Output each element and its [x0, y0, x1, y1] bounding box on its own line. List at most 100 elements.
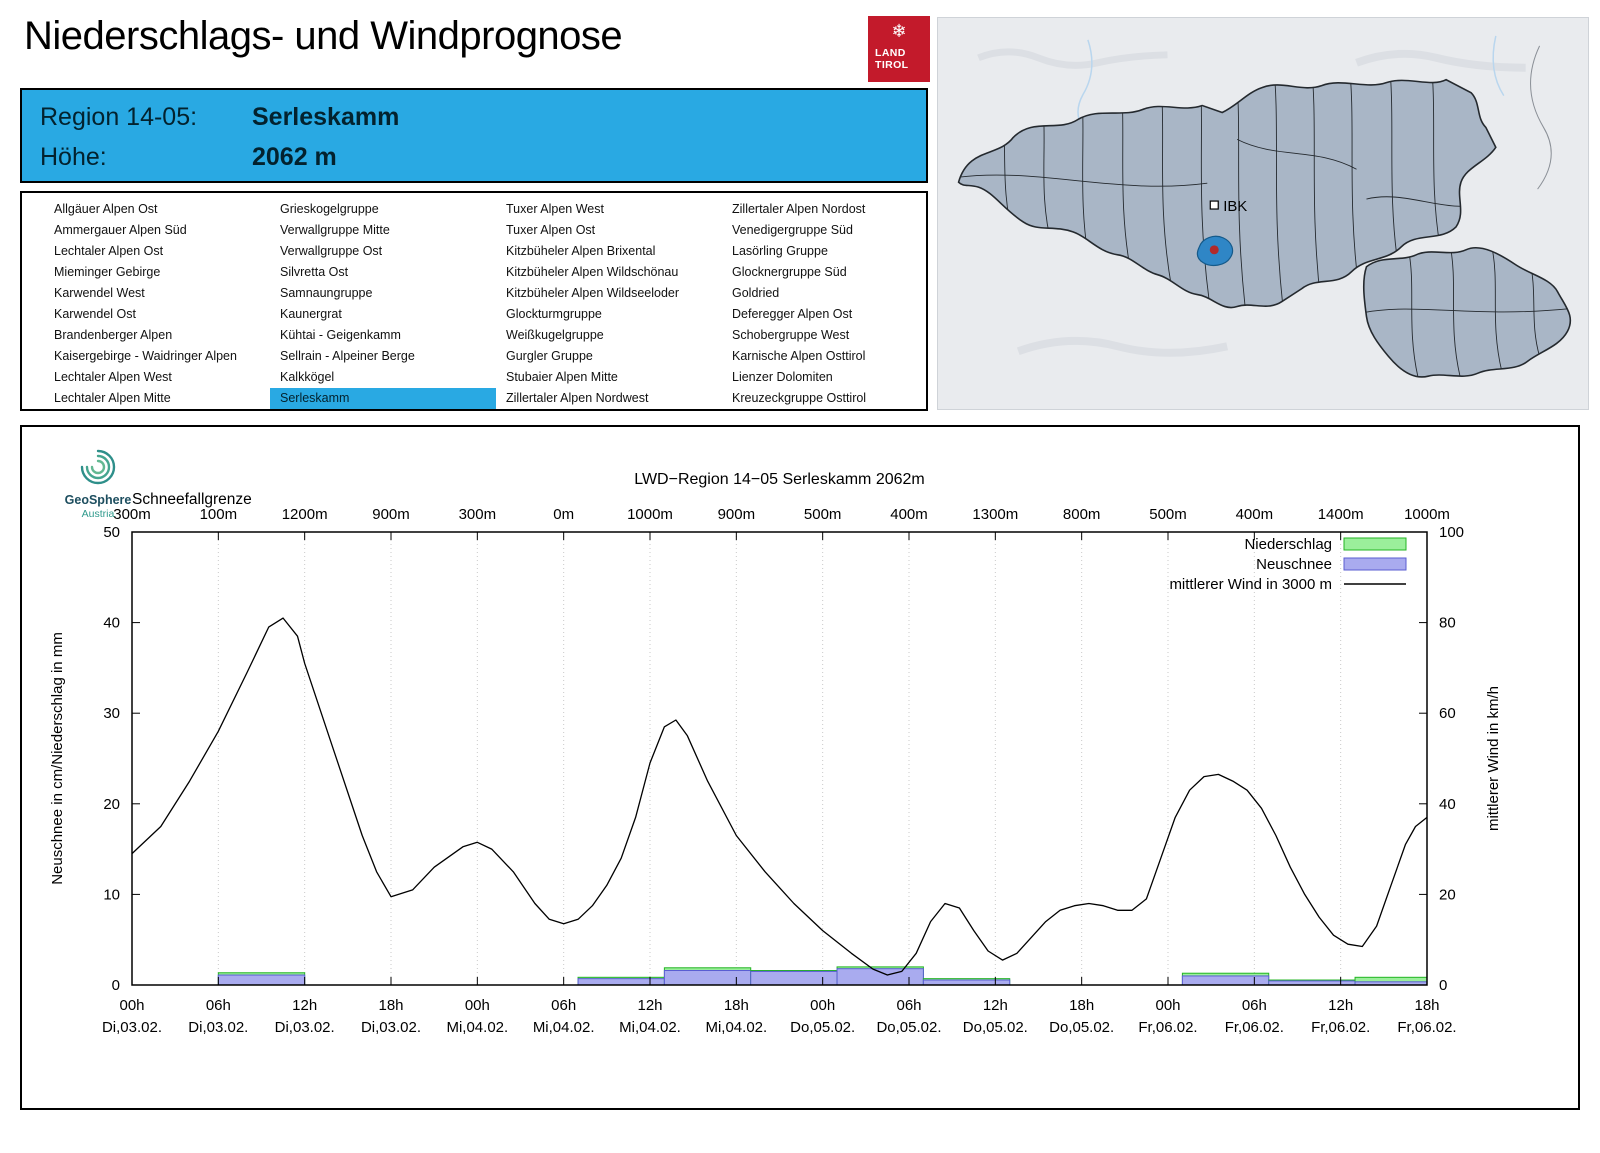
region-item[interactable]: Karnische Alpen Osttirol	[732, 349, 866, 363]
region-item[interactable]: Mieminger Gebirge	[54, 265, 161, 279]
snowline-label: Schneefallgrenze	[132, 491, 252, 508]
legend-label: Neuschnee	[1256, 556, 1332, 573]
region-item[interactable]: Ammergauer Alpen Süd	[54, 223, 187, 237]
x-tick-date: Di,03.02.	[102, 1019, 162, 1036]
region-item[interactable]: Venedigergruppe Süd	[732, 223, 853, 237]
x-tick-date: Mi,04.02.	[446, 1019, 508, 1036]
region-item[interactable]: Lasörling Gruppe	[732, 244, 828, 258]
region-item[interactable]: Goldried	[732, 286, 780, 300]
region-item[interactable]: Kalkkögel	[280, 370, 335, 384]
x-tick-time: 00h	[810, 997, 835, 1014]
x-tick-time: 00h	[119, 997, 144, 1014]
x-tick-time: 12h	[637, 997, 662, 1014]
tirol-map[interactable]: IBK	[937, 17, 1589, 410]
neuschnee-bar	[663, 970, 752, 986]
snowline-value: 1300m	[972, 506, 1018, 523]
geosphere-name: GeoSphere	[64, 493, 132, 507]
region-item[interactable]: Kaisergebirge - Waidringer Alpen	[54, 349, 237, 363]
logo-line1: LAND	[875, 47, 906, 59]
region-item[interactable]: Karwendel West	[54, 286, 145, 300]
region-item[interactable]: Lechtaler Alpen West	[54, 370, 172, 384]
y-left-tick-label: 0	[112, 977, 120, 994]
x-tick-time: 18h	[1414, 997, 1439, 1014]
x-tick-date: Do,05.02.	[1049, 1019, 1114, 1036]
ibk-marker	[1209, 200, 1219, 210]
region-item[interactable]: Kaunergrat	[280, 307, 342, 321]
region-item[interactable]: Samnaungruppe	[280, 286, 373, 300]
y-right-tick-label: 100	[1439, 524, 1464, 541]
region-item[interactable]: Lechtaler Alpen Mitte	[54, 391, 171, 405]
y-left-tick-label: 20	[103, 796, 120, 813]
region-item-selected[interactable]: Serleskamm	[270, 388, 496, 409]
region-item[interactable]: Kühtai - Geigenkamm	[280, 328, 401, 342]
region-item[interactable]: Schobergruppe West	[732, 328, 850, 342]
terrain-shading	[1016, 336, 1229, 357]
chart-panel: GeoSphere Austria 00h Di,03.02. 300m 06h Di,…	[20, 425, 1580, 1110]
region-item[interactable]: Lechtaler Alpen Ost	[54, 244, 164, 258]
x-tick-date: Do,05.02.	[790, 1019, 855, 1036]
neuschnee-bar	[217, 974, 306, 986]
region-value: Serleskamm	[252, 103, 400, 131]
region-item[interactable]: Allgäuer Alpen Ost	[54, 202, 158, 216]
region-item[interactable]: Kitzbüheler Alpen Wildschönau	[506, 265, 679, 279]
land-tirol-logo: ❄ LAND TIROL	[868, 16, 930, 82]
legend-label: mittlerer Wind in 3000 m	[1169, 576, 1332, 593]
neuschnee-bar	[750, 970, 838, 986]
snowline-value: 0m	[553, 506, 574, 523]
region-row: Region 14-05: Serleskamm	[40, 103, 399, 132]
x-tick-time: 00h	[1155, 997, 1180, 1014]
neuschnee-bar	[1181, 975, 1270, 986]
terrain-shading	[1355, 49, 1526, 72]
x-tick-date: Fr,06.02.	[1311, 1019, 1370, 1036]
region-item[interactable]: Kreuzeckgruppe Osttirol	[732, 391, 867, 405]
geosphere-logo-icon	[80, 449, 116, 485]
neuschnee-bar	[836, 968, 924, 986]
snowline-value: 300m	[459, 506, 497, 523]
region-item[interactable]: Grieskogelgruppe	[280, 202, 379, 216]
snowline-value: 1200m	[282, 506, 328, 523]
y-right-tick-label: 80	[1439, 615, 1456, 632]
region-item[interactable]: Weißkugelgruppe	[506, 328, 604, 342]
region-list: Allgäuer Alpen Ost Ammergauer Alpen Süd Le…	[20, 191, 928, 411]
x-tick-date: Di,03.02.	[188, 1019, 248, 1036]
region-item[interactable]: Kitzbüheler Alpen Wildseeloder	[506, 286, 680, 300]
region-item[interactable]: Glocknergruppe Süd	[732, 265, 847, 279]
snowline-value: 800m	[1063, 506, 1101, 523]
east-tirol-shape	[1362, 247, 1572, 378]
region-item[interactable]: Silvretta Ost	[280, 265, 349, 279]
region-item[interactable]: Sellrain - Alpeiner Berge	[280, 349, 415, 363]
y-right-tick-label: 0	[1439, 977, 1447, 994]
y-left-tick-label: 30	[103, 705, 120, 722]
region-item[interactable]: Gurgler Gruppe	[506, 349, 593, 363]
snowline-value: 900m	[718, 506, 756, 523]
region-item[interactable]: Verwallgruppe Mitte	[280, 223, 390, 237]
x-tick-date: Mi,04.02.	[705, 1019, 767, 1036]
snowline-value: 1000m	[1404, 506, 1450, 523]
y-right-tick-label: 60	[1439, 705, 1456, 722]
wind-line	[131, 617, 1428, 976]
region-item[interactable]: Zillertaler Alpen Nordwest	[506, 391, 649, 405]
region-item[interactable]: Tuxer Alpen West	[506, 202, 604, 216]
land-tirol-logo-text: LAND TIROL	[875, 47, 923, 71]
north-tirol-shape	[957, 78, 1497, 309]
region-item[interactable]: Zillertaler Alpen Nordost	[732, 202, 866, 216]
x-tick-time: 06h	[896, 997, 921, 1014]
x-tick-date: Fr,06.02.	[1225, 1019, 1284, 1036]
x-tick-date: Mi,04.02.	[533, 1019, 595, 1036]
region-item[interactable]: Deferegger Alpen Ost	[732, 307, 853, 321]
region-item[interactable]: Lienzer Dolomiten	[732, 370, 833, 384]
region-item[interactable]: Tuxer Alpen Ost	[506, 223, 596, 237]
ibk-label: IBK	[1223, 198, 1247, 215]
region-item[interactable]: Stubaier Alpen Mitte	[506, 370, 618, 384]
neuschnee-bar	[577, 978, 665, 986]
region-item[interactable]: Kitzbüheler Alpen Brixental	[506, 244, 656, 258]
region-item[interactable]: Karwendel Ost	[54, 307, 136, 321]
legend-swatch-neuschnee	[1343, 557, 1407, 571]
region-item[interactable]: Glockturmgruppe	[506, 307, 602, 321]
x-tick-time: 18h	[378, 997, 403, 1014]
region-item[interactable]: Verwallgruppe Ost	[280, 244, 383, 258]
altitude-row: Höhe: 2062 m	[40, 143, 337, 172]
geosphere-sub: Austria	[81, 507, 115, 520]
region-item[interactable]: Brandenberger Alpen	[54, 328, 173, 342]
